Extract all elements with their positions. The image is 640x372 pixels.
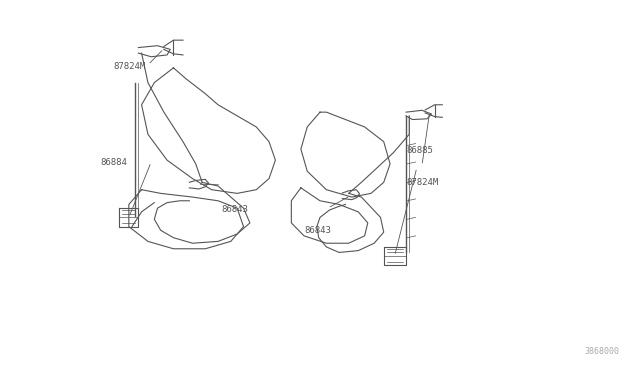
Text: 86885: 86885	[406, 147, 433, 155]
Text: 3868000: 3868000	[584, 347, 620, 356]
Text: 87824M: 87824M	[113, 61, 145, 71]
Text: 86843: 86843	[221, 205, 248, 215]
Text: 87824M: 87824M	[406, 178, 438, 187]
Text: 86843: 86843	[304, 226, 331, 235]
Text: 86884: 86884	[100, 157, 127, 167]
